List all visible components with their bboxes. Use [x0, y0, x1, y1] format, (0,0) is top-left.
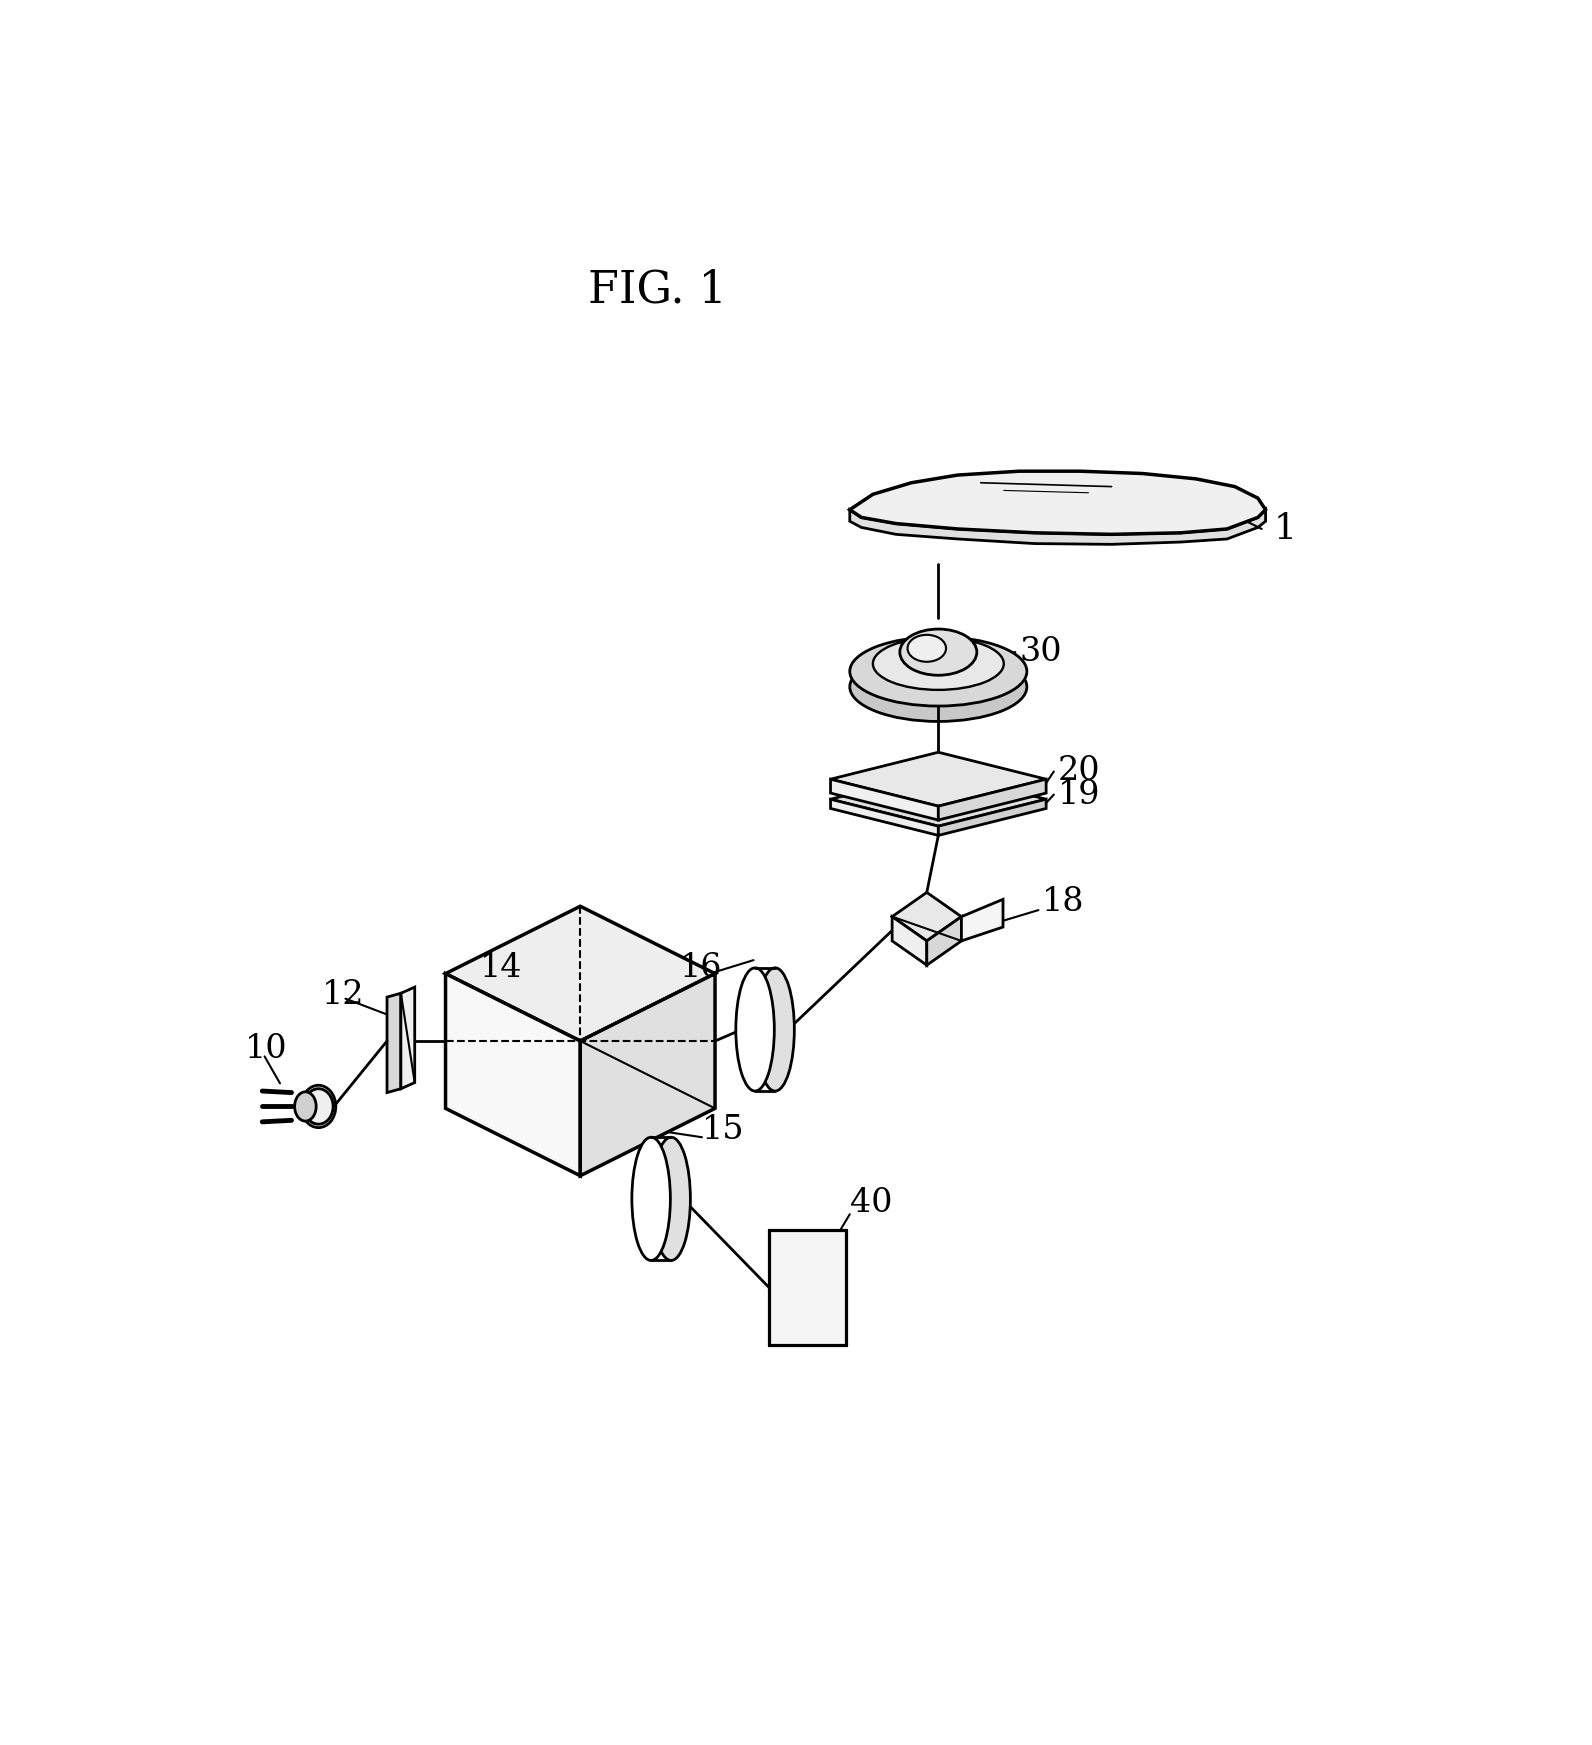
Ellipse shape	[295, 1092, 317, 1120]
Polygon shape	[938, 799, 1046, 836]
Ellipse shape	[736, 968, 774, 1091]
Polygon shape	[831, 799, 938, 836]
Ellipse shape	[632, 1138, 670, 1260]
Text: 18: 18	[1043, 886, 1084, 918]
Polygon shape	[387, 993, 401, 1092]
Polygon shape	[938, 780, 1046, 820]
Text: 15: 15	[702, 1113, 745, 1145]
Polygon shape	[579, 974, 715, 1176]
Text: 19: 19	[1057, 778, 1100, 811]
Polygon shape	[892, 892, 962, 941]
Text: 30: 30	[1019, 637, 1062, 668]
Text: 12: 12	[322, 979, 365, 1010]
Polygon shape	[850, 471, 1266, 534]
Polygon shape	[769, 1230, 845, 1345]
Text: 16: 16	[680, 951, 723, 984]
Polygon shape	[962, 899, 1003, 941]
Text: 14: 14	[481, 951, 522, 984]
Polygon shape	[831, 773, 1046, 825]
Ellipse shape	[651, 1138, 691, 1260]
Text: 40: 40	[850, 1187, 892, 1218]
Polygon shape	[850, 510, 1266, 544]
Ellipse shape	[899, 628, 977, 675]
Text: FIG. 1: FIG. 1	[587, 269, 726, 312]
Ellipse shape	[850, 653, 1027, 721]
Text: 10: 10	[245, 1033, 288, 1064]
Polygon shape	[927, 916, 962, 965]
Polygon shape	[446, 974, 579, 1176]
Ellipse shape	[301, 1085, 336, 1127]
Ellipse shape	[304, 1089, 333, 1124]
Ellipse shape	[850, 637, 1027, 707]
Text: 20: 20	[1057, 756, 1100, 787]
Polygon shape	[831, 752, 1046, 806]
Text: 1: 1	[1274, 511, 1296, 546]
Ellipse shape	[756, 968, 794, 1091]
Ellipse shape	[872, 637, 1005, 689]
Polygon shape	[892, 916, 927, 965]
Polygon shape	[446, 906, 715, 1042]
Polygon shape	[831, 780, 938, 820]
Ellipse shape	[907, 635, 946, 661]
Polygon shape	[401, 988, 416, 1089]
